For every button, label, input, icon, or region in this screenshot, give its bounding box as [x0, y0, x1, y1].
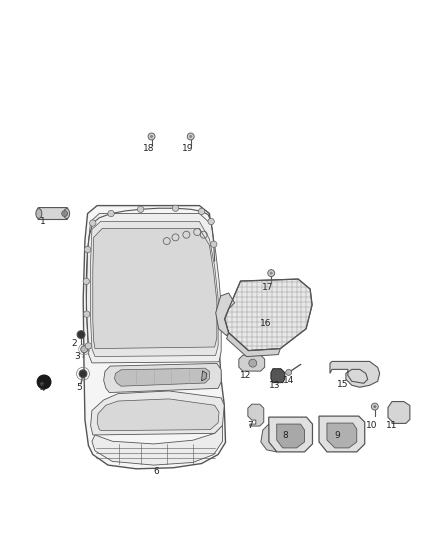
- Circle shape: [40, 382, 44, 386]
- Circle shape: [172, 205, 179, 212]
- Ellipse shape: [36, 208, 42, 219]
- Circle shape: [249, 359, 257, 367]
- Circle shape: [187, 133, 194, 140]
- Polygon shape: [92, 425, 223, 465]
- Text: 12: 12: [240, 371, 252, 380]
- Polygon shape: [277, 424, 304, 448]
- Text: 1: 1: [40, 217, 46, 226]
- Circle shape: [198, 208, 205, 215]
- Polygon shape: [388, 401, 410, 423]
- Text: 2: 2: [72, 339, 78, 348]
- Circle shape: [85, 246, 91, 253]
- Circle shape: [211, 241, 217, 247]
- Polygon shape: [215, 293, 235, 336]
- Polygon shape: [201, 371, 207, 381]
- Text: 10: 10: [366, 421, 377, 430]
- Ellipse shape: [64, 208, 70, 219]
- Text: 5: 5: [76, 383, 82, 392]
- Text: 4: 4: [40, 384, 46, 393]
- Circle shape: [148, 133, 155, 140]
- Text: 3: 3: [74, 352, 81, 361]
- Circle shape: [138, 206, 144, 213]
- Polygon shape: [330, 361, 380, 387]
- Polygon shape: [86, 214, 221, 363]
- Circle shape: [150, 135, 153, 138]
- FancyBboxPatch shape: [38, 207, 67, 220]
- Circle shape: [268, 270, 275, 277]
- Circle shape: [286, 369, 292, 375]
- Text: 19: 19: [182, 144, 194, 154]
- Text: 17: 17: [262, 283, 273, 292]
- Polygon shape: [271, 369, 285, 383]
- Polygon shape: [239, 355, 265, 371]
- Circle shape: [371, 403, 378, 410]
- Polygon shape: [83, 206, 226, 469]
- Text: 15: 15: [337, 379, 348, 389]
- Polygon shape: [327, 423, 357, 448]
- Text: 16: 16: [260, 319, 272, 328]
- Circle shape: [108, 211, 114, 217]
- Text: 6: 6: [153, 467, 159, 477]
- Circle shape: [189, 135, 192, 138]
- Text: 7: 7: [247, 421, 253, 430]
- Polygon shape: [104, 364, 221, 392]
- Circle shape: [77, 330, 85, 338]
- Text: 8: 8: [282, 432, 288, 440]
- Circle shape: [79, 370, 87, 378]
- Circle shape: [37, 375, 51, 389]
- Circle shape: [62, 211, 67, 216]
- Polygon shape: [248, 404, 264, 426]
- Polygon shape: [261, 424, 277, 452]
- Circle shape: [270, 272, 273, 274]
- Text: 11: 11: [386, 421, 398, 430]
- Text: 14: 14: [283, 376, 294, 385]
- Polygon shape: [91, 391, 224, 435]
- Polygon shape: [91, 222, 218, 357]
- Text: 18: 18: [143, 144, 154, 154]
- Circle shape: [208, 219, 214, 225]
- Polygon shape: [319, 416, 365, 452]
- Polygon shape: [93, 228, 217, 349]
- Circle shape: [84, 311, 90, 317]
- Text: 9: 9: [335, 432, 340, 440]
- Circle shape: [83, 278, 89, 285]
- Polygon shape: [115, 368, 209, 386]
- Circle shape: [85, 343, 92, 349]
- Circle shape: [90, 220, 96, 226]
- Polygon shape: [269, 417, 312, 452]
- Circle shape: [373, 405, 376, 408]
- Polygon shape: [226, 333, 280, 357]
- Polygon shape: [225, 279, 312, 351]
- Text: 13: 13: [269, 381, 280, 390]
- Circle shape: [81, 346, 88, 353]
- Polygon shape: [97, 399, 219, 431]
